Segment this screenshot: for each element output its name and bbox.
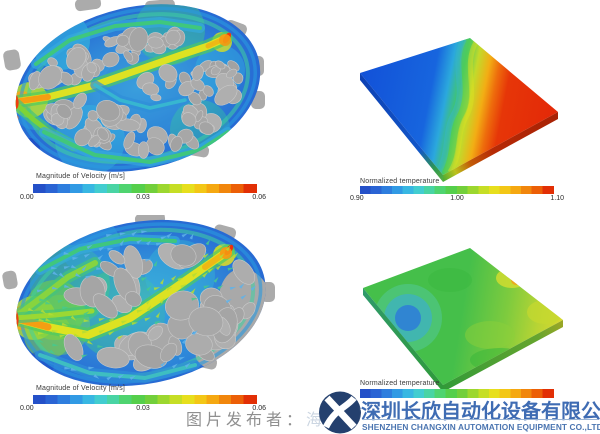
pebbles-layer — [28, 26, 244, 159]
company-name-cn: 深圳长欣自动化设备有限公司 — [361, 401, 600, 423]
plate-side-left — [363, 288, 443, 392]
colorbar-tick: 0.00 — [20, 194, 34, 201]
cfd-velocity-vector-visualization-bottom — [2, 215, 276, 387]
cfd-velocity-visualization-top — [3, 0, 265, 175]
colorbar-gradient — [360, 389, 554, 398]
watermark: 图片发布者：海 — [186, 406, 324, 430]
temperature-plate-bottom — [363, 248, 563, 392]
colorbar-tick: 0.03 — [136, 405, 150, 412]
watermark-obscured-text: 海 — [306, 412, 325, 429]
colorbar-tick: 1.00 — [450, 195, 464, 202]
plate-side-right — [443, 320, 563, 392]
colorbar-title: Magnitude of Velocity [m/s] — [36, 385, 126, 392]
colorbar-gradient — [33, 184, 257, 193]
colorbar-tick: 1.10 — [550, 195, 564, 202]
colorbar-title: Normalized temperature — [360, 178, 440, 185]
plate-side-left — [360, 73, 443, 182]
colorbar-ticks: 0.90 1.00 1.10 — [350, 195, 564, 202]
colorbar-tick: 0.06 — [252, 405, 266, 412]
colorbar-tick: 0.90 — [350, 195, 364, 202]
temperature-plate-top — [360, 38, 558, 182]
colorbar-title: Magnitude of Velocity [m/s] — [36, 173, 126, 180]
colorbar-gradient — [360, 186, 554, 194]
pebbles-layer — [63, 243, 256, 372]
watermark-publisher-label: 图片发布者： — [186, 412, 307, 429]
temperature-transition-band — [436, 38, 479, 175]
colorbar-tick: 0.03 — [136, 194, 150, 201]
plate-side-right — [443, 112, 558, 182]
flow-field-layer — [6, 0, 258, 175]
temperature-contours — [374, 268, 563, 372]
colorbar-gradient — [33, 395, 257, 404]
flow-field-layer — [7, 215, 276, 384]
colorbar-tick: 0.06 — [252, 194, 266, 201]
colorbar-tick: 0.00 — [20, 405, 34, 412]
velocity-vectors-layer — [27, 230, 257, 381]
company-name-en: SHENZHEN CHANGXIN AUTOMATION EQUIPMENT C… — [362, 419, 600, 432]
colorbar-ticks: 0.00 0.03 0.06 — [20, 194, 266, 201]
colorbar-title: Normalized temperature — [360, 380, 440, 387]
colorbar-ticks: 0.00 0.03 0.06 — [20, 405, 266, 412]
cx-monogram-icon — [319, 391, 361, 434]
